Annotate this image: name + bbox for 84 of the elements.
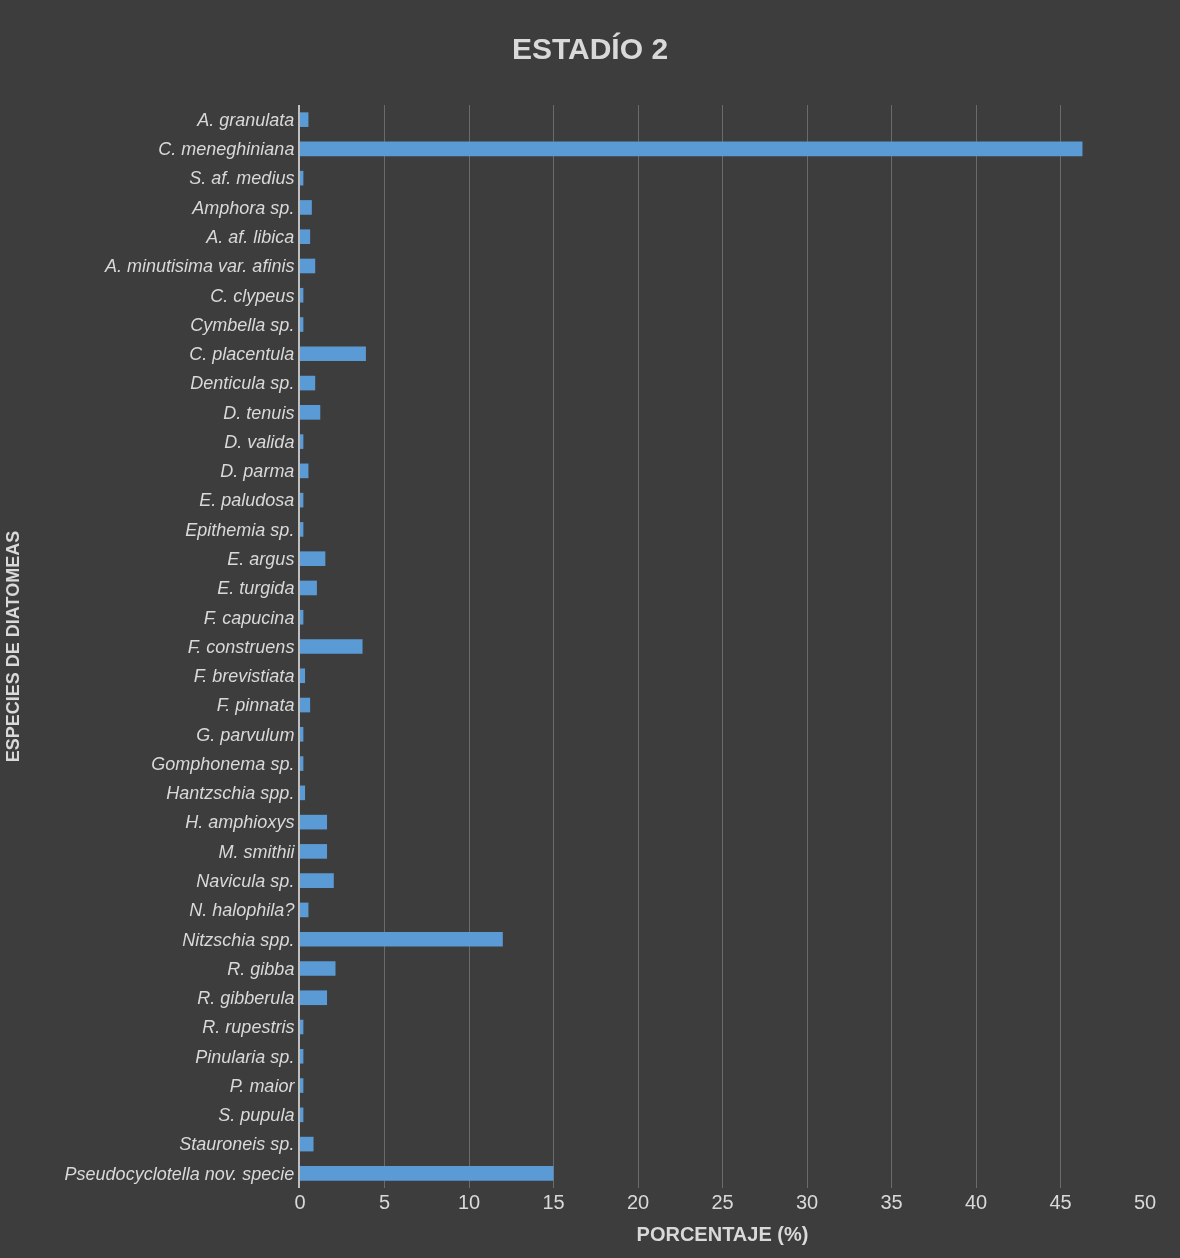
y-tick-label: E. argus bbox=[227, 548, 295, 569]
y-tick-label: F. construens bbox=[187, 636, 295, 657]
y-tick-label: N. halophila? bbox=[189, 900, 295, 921]
y-tick-label: P. maior bbox=[229, 1075, 296, 1096]
y-tick-label: A. minutisima var. afinis bbox=[104, 256, 295, 277]
bar bbox=[300, 814, 328, 830]
bar bbox=[300, 522, 304, 537]
y-tick-label: E. turgida bbox=[217, 578, 295, 599]
bar bbox=[300, 902, 309, 918]
x-tick-label: 30 bbox=[795, 1191, 819, 1213]
y-tick-label: Denticula sp. bbox=[190, 373, 295, 394]
bar bbox=[300, 756, 304, 771]
y-tick-label: H. amphioxys bbox=[185, 812, 295, 833]
chart-title: ESTADÍO 2 bbox=[511, 31, 669, 65]
bar bbox=[300, 1048, 304, 1064]
y-tick-label: Nitzschia spp. bbox=[182, 929, 295, 950]
y-tick-label: R. rupestris bbox=[202, 1017, 295, 1038]
y-tick-label: A. granulata bbox=[196, 109, 295, 130]
bar bbox=[300, 229, 311, 245]
y-tick-label: R. gibba bbox=[227, 958, 295, 979]
bar bbox=[300, 1078, 304, 1093]
bar bbox=[300, 668, 306, 684]
x-tick-label: 50 bbox=[1133, 1191, 1157, 1213]
bar bbox=[300, 1166, 554, 1181]
y-tick-label: E. paludosa bbox=[199, 490, 295, 511]
y-tick-label: Gomphonema sp. bbox=[151, 753, 295, 774]
y-tick-label: M. smithii bbox=[218, 841, 296, 862]
x-tick-label: 15 bbox=[542, 1191, 565, 1213]
bar bbox=[300, 375, 316, 391]
x-tick-label: 5 bbox=[378, 1191, 391, 1213]
x-tick-label: 35 bbox=[880, 1191, 903, 1213]
bar bbox=[300, 463, 309, 479]
bar bbox=[300, 931, 503, 947]
bar bbox=[300, 726, 304, 742]
bar bbox=[300, 434, 304, 449]
y-tick-label: C. placentula bbox=[189, 344, 295, 365]
x-axis-title: PORCENTAJE (%) bbox=[636, 1222, 809, 1245]
y-tick-label: Stauroneis sp. bbox=[179, 1134, 295, 1155]
bar bbox=[300, 580, 317, 596]
y-tick-label: A. af. libica bbox=[205, 227, 295, 248]
bar bbox=[300, 1136, 314, 1152]
bar bbox=[300, 961, 336, 976]
bar bbox=[300, 844, 328, 859]
bar bbox=[300, 258, 316, 274]
y-tick-label: Amphora sp. bbox=[191, 197, 295, 218]
x-tick-label: 45 bbox=[1049, 1191, 1072, 1213]
y-tick-label: S. pupula bbox=[218, 1105, 295, 1126]
y-tick-label: Epithemia sp. bbox=[185, 519, 295, 540]
x-tick-label: 20 bbox=[626, 1191, 650, 1213]
bar bbox=[300, 639, 363, 654]
y-axis-title: ESPECIES DE DIATOMEAS bbox=[3, 530, 24, 763]
bar bbox=[300, 287, 304, 303]
y-tick-label: Hantzschia spp. bbox=[166, 783, 295, 804]
y-tick-label: F. capucina bbox=[203, 607, 295, 628]
x-tick-label: 25 bbox=[711, 1191, 734, 1213]
bar bbox=[300, 346, 366, 362]
x-tick-label: 10 bbox=[457, 1191, 481, 1213]
bar bbox=[300, 405, 321, 420]
bar bbox=[300, 141, 1083, 157]
y-tick-label: R. gibberula bbox=[197, 988, 295, 1009]
bar bbox=[300, 200, 312, 215]
bar bbox=[300, 697, 311, 713]
y-tick-label: F. pinnata bbox=[216, 695, 295, 716]
bar bbox=[300, 551, 326, 567]
y-tick-label: Pseudocyclotella nov. specie bbox=[64, 1163, 295, 1184]
bar bbox=[300, 317, 304, 332]
y-tick-label: D. parma bbox=[220, 461, 295, 482]
y-tick-label: C. clypeus bbox=[210, 285, 295, 306]
y-tick-label: Cymbella sp. bbox=[190, 314, 295, 335]
bar bbox=[300, 990, 328, 1006]
x-tick-label: 40 bbox=[964, 1191, 988, 1213]
y-tick-label: Pinularia sp. bbox=[195, 1046, 295, 1067]
bar bbox=[300, 112, 309, 127]
y-tick-label: D. tenuis bbox=[223, 402, 295, 423]
y-tick-label: F. brevistiata bbox=[193, 666, 295, 687]
y-tick-label: D. valida bbox=[224, 431, 295, 452]
bar bbox=[300, 785, 306, 801]
y-tick-label: G. parvulum bbox=[196, 724, 295, 745]
y-tick-label: S. af. medius bbox=[189, 168, 295, 189]
y-tick-label: C. meneghiniana bbox=[158, 139, 295, 160]
x-tick-label: 0 bbox=[294, 1191, 306, 1213]
bar bbox=[300, 873, 334, 888]
y-tick-label: Navicula sp. bbox=[196, 870, 295, 891]
bar bbox=[300, 609, 304, 625]
